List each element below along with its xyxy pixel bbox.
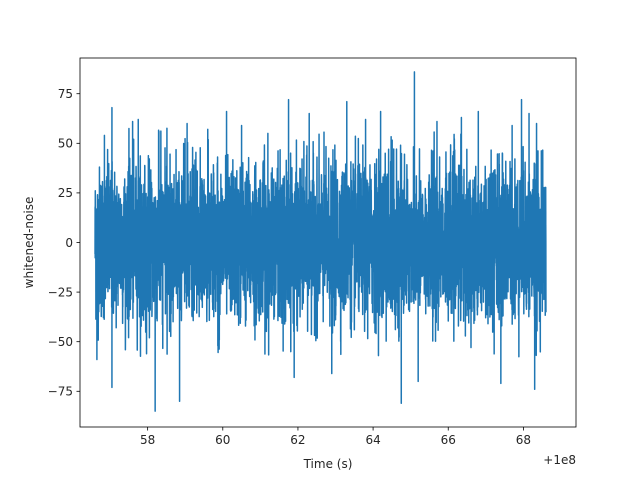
y-tick-label: 75 (58, 87, 73, 101)
series-layer (94, 71, 547, 412)
y-tick-label: −75 (48, 385, 73, 399)
y-tick-label: 0 (65, 236, 73, 250)
x-axis-label: Time (s) (303, 457, 353, 471)
x-tick-label: 58 (140, 433, 155, 447)
x-ticks: 58 60 62 64 66 68 (140, 427, 531, 447)
x-offset-label: +1e8 (543, 453, 576, 467)
x-tick-label: 60 (215, 433, 230, 447)
x-tick-label: 68 (516, 433, 531, 447)
y-tick-label: −25 (48, 285, 73, 299)
y-ticks: −75 −50 −25 0 25 50 75 (48, 87, 80, 399)
y-tick-label: −50 (48, 335, 73, 349)
x-tick-label: 64 (365, 433, 380, 447)
x-tick-label: 66 (441, 433, 456, 447)
x-tick-label: 62 (290, 433, 305, 447)
whitened-noise-series-line (94, 71, 547, 412)
axes-frame (79, 57, 577, 428)
y-axis-label: whitened-noise (22, 197, 36, 289)
y-tick-label: 25 (58, 186, 73, 200)
y-tick-label: 50 (58, 137, 73, 151)
